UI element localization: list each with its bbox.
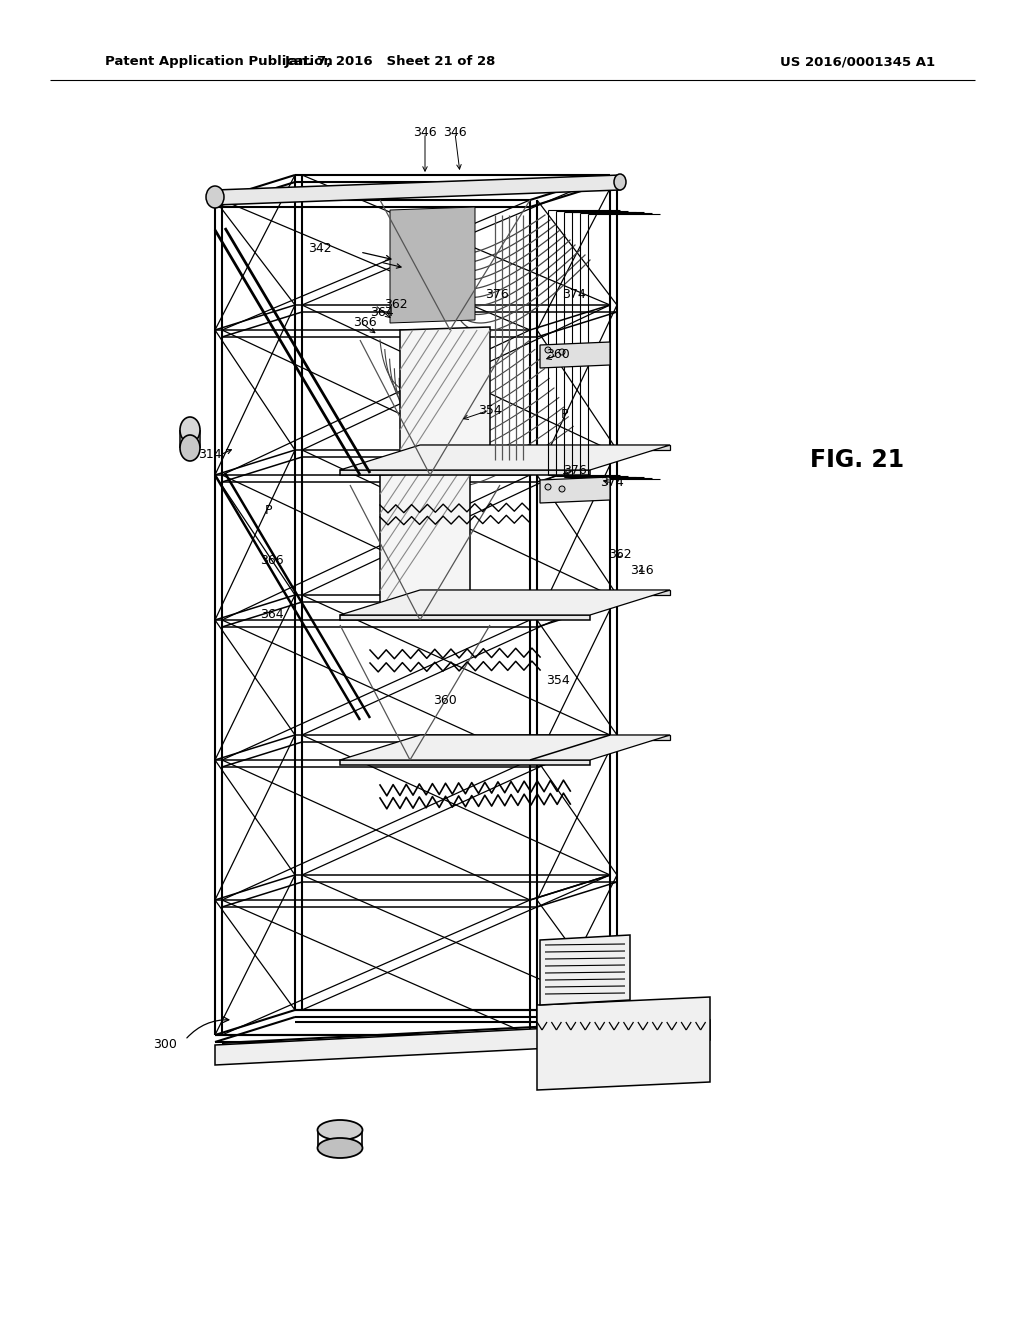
Text: US 2016/0001345 A1: US 2016/0001345 A1 <box>780 55 935 69</box>
Polygon shape <box>420 735 670 741</box>
Text: 364: 364 <box>260 609 284 622</box>
Text: P: P <box>561 408 568 421</box>
Polygon shape <box>537 997 710 1090</box>
Polygon shape <box>340 760 590 766</box>
Text: 376: 376 <box>485 289 509 301</box>
Polygon shape <box>215 1020 710 1065</box>
Polygon shape <box>215 176 620 205</box>
Text: Patent Application Publication: Patent Application Publication <box>105 55 333 69</box>
Polygon shape <box>540 935 630 1005</box>
Text: 360: 360 <box>433 693 457 706</box>
Polygon shape <box>340 445 670 470</box>
Text: 342: 342 <box>308 242 332 255</box>
Text: 376: 376 <box>563 463 587 477</box>
Circle shape <box>559 348 565 355</box>
Polygon shape <box>380 473 470 612</box>
Polygon shape <box>340 735 670 760</box>
Polygon shape <box>340 470 590 475</box>
Text: 316: 316 <box>630 564 653 577</box>
Text: 366: 366 <box>353 315 377 329</box>
Polygon shape <box>340 615 590 620</box>
Polygon shape <box>400 327 490 473</box>
Text: 374: 374 <box>600 477 624 490</box>
Circle shape <box>545 484 551 490</box>
Text: 346: 346 <box>414 127 437 140</box>
Circle shape <box>545 347 551 352</box>
Text: 374: 374 <box>562 289 586 301</box>
Polygon shape <box>540 342 610 368</box>
Ellipse shape <box>180 436 200 461</box>
Polygon shape <box>420 445 670 450</box>
Text: 314: 314 <box>199 449 222 462</box>
Text: 364: 364 <box>371 306 394 319</box>
Text: 354: 354 <box>546 673 570 686</box>
Text: 366: 366 <box>260 553 284 566</box>
Circle shape <box>559 486 565 492</box>
Text: 354: 354 <box>478 404 502 417</box>
Text: FIG. 21: FIG. 21 <box>810 447 904 473</box>
Text: 362: 362 <box>608 549 632 561</box>
Polygon shape <box>540 477 610 503</box>
Polygon shape <box>340 590 670 615</box>
Polygon shape <box>420 590 670 595</box>
Ellipse shape <box>317 1138 362 1158</box>
Polygon shape <box>390 207 475 323</box>
Text: 360: 360 <box>546 348 570 362</box>
Text: Jan. 7, 2016   Sheet 21 of 28: Jan. 7, 2016 Sheet 21 of 28 <box>285 55 496 69</box>
Ellipse shape <box>317 1119 362 1140</box>
Text: 362: 362 <box>384 298 408 312</box>
Ellipse shape <box>180 417 200 444</box>
Text: 346: 346 <box>443 127 467 140</box>
Ellipse shape <box>614 174 626 190</box>
Ellipse shape <box>206 186 224 209</box>
Text: P: P <box>264 503 271 516</box>
Text: 300: 300 <box>153 1039 177 1052</box>
